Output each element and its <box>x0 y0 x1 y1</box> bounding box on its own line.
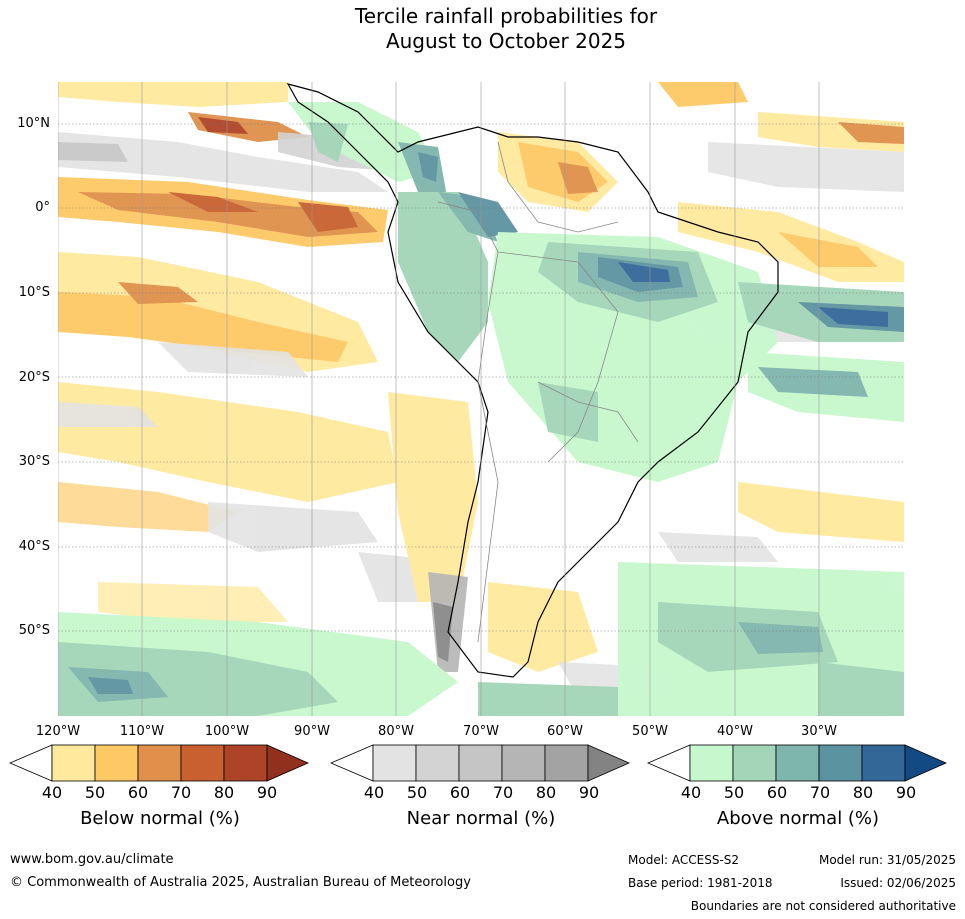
cbar-above-swatch-2 <box>775 744 820 782</box>
cbar-below-tick-40: 40 <box>41 783 63 802</box>
lat-label-20s: 20°S <box>18 370 50 385</box>
cbar-above-swatch-3 <box>818 744 863 782</box>
colorbar-above-normal <box>646 744 947 782</box>
lon-label-90w: 90°W <box>294 724 330 739</box>
footer-disclaimer: Boundaries are not considered authoritat… <box>690 899 956 913</box>
cbar-above-title: Above normal (%) <box>716 808 880 829</box>
cbar-below-tick-90: 90 <box>256 783 278 802</box>
cbar-below-swatch-2 <box>137 744 182 782</box>
cbar-near-swatch-3 <box>501 744 546 782</box>
lat-label-30s: 30°S <box>18 454 50 469</box>
cbar-above-tick-60: 60 <box>766 783 788 802</box>
cbar-above-swatch-0 <box>689 744 734 782</box>
cbar-below-tick-50: 50 <box>84 783 106 802</box>
footer-base-period: Base period: 1981-2018 <box>628 876 773 890</box>
graticule <box>58 123 904 632</box>
title-line-1: Tercile rainfall probabilities for <box>354 4 658 28</box>
lat-label-40s: 40°S <box>18 539 50 554</box>
cbar-below-title: Below normal (%) <box>80 808 240 829</box>
cbar-below-tick-80: 80 <box>213 783 235 802</box>
graticule-meridians <box>58 82 820 716</box>
cbar-below-swatch-1 <box>94 744 139 782</box>
cbar-above-tick-70: 70 <box>809 783 831 802</box>
colorbar-near-normal <box>329 744 630 782</box>
cbar-below-tick-60: 60 <box>127 783 149 802</box>
cbar-above-swatch-4 <box>861 744 906 782</box>
cbar-near-tick-40: 40 <box>363 783 385 802</box>
below-normal-regions <box>58 82 904 672</box>
cbar-below-swatch-0 <box>51 744 96 782</box>
cbar-near-swatch-5 <box>587 744 630 782</box>
cbar-below-swatch-5 <box>266 744 309 782</box>
lon-label-80w: 80°W <box>378 724 414 739</box>
cbar-near-swatch-2 <box>458 744 503 782</box>
cbar-near-tick-90: 90 <box>578 783 600 802</box>
cbar-above-tick-50: 50 <box>723 783 745 802</box>
lon-label-30w: 30°W <box>801 724 837 739</box>
cbar-below-swatch-3 <box>180 744 225 782</box>
coastline-and-borders <box>286 83 779 678</box>
cbar-above-swatch-5 <box>904 744 947 782</box>
lon-label-120w: 120°W <box>35 724 81 739</box>
lon-label-110w: 110°W <box>119 724 165 739</box>
cbar-near-tick-80: 80 <box>535 783 557 802</box>
cbar-below-tick-70: 70 <box>170 783 192 802</box>
footer-issued: Issued: 02/06/2025 <box>840 876 956 890</box>
cbar-near-tick-60: 60 <box>449 783 471 802</box>
lon-label-100w: 100°W <box>204 724 250 739</box>
cbar-near-swatch-0 <box>372 744 417 782</box>
cbar-above-tick-80: 80 <box>852 783 874 802</box>
footer-model: Model: ACCESS-S2 <box>628 853 740 867</box>
colorbar-below-normal <box>8 744 309 782</box>
lat-label-10n: 10°N <box>17 116 50 131</box>
lat-label-10s: 10°S <box>18 285 50 300</box>
footer-model-run: Model run: 31/05/2025 <box>818 853 956 867</box>
lon-label-50w: 50°W <box>632 724 668 739</box>
lon-label-40w: 40°W <box>717 724 753 739</box>
lon-label-60w: 60°W <box>547 724 583 739</box>
cbar-near-tick-50: 50 <box>406 783 428 802</box>
lon-label-70w: 70°W <box>463 724 499 739</box>
cbar-near-swatch-1 <box>415 744 460 782</box>
cbar-above-tick-90: 90 <box>895 783 917 802</box>
above-normal-regions <box>58 102 904 716</box>
country-borders <box>437 141 639 643</box>
cbar-near-title: Near normal (%) <box>406 808 556 829</box>
cbar-near-tick-70: 70 <box>492 783 514 802</box>
cbar-near-swatch-4 <box>544 744 589 782</box>
cbar-below-swatch-4 <box>223 744 268 782</box>
footer-website: www.bom.gov.au/climate <box>10 852 174 867</box>
footer-copyright: © Commonwealth of Australia 2025, Austra… <box>10 875 471 890</box>
lat-label-0: 0° <box>35 200 50 215</box>
title-line-2: August to October 2025 <box>385 29 627 53</box>
cbar-above-tick-40: 40 <box>680 783 702 802</box>
cbar-above-swatch-1 <box>732 744 777 782</box>
lat-label-50s: 50°S <box>18 623 50 638</box>
rainfall-probability-map <box>58 82 904 716</box>
map-title: Tercile rainfall probabilities for Augus… <box>0 4 965 54</box>
